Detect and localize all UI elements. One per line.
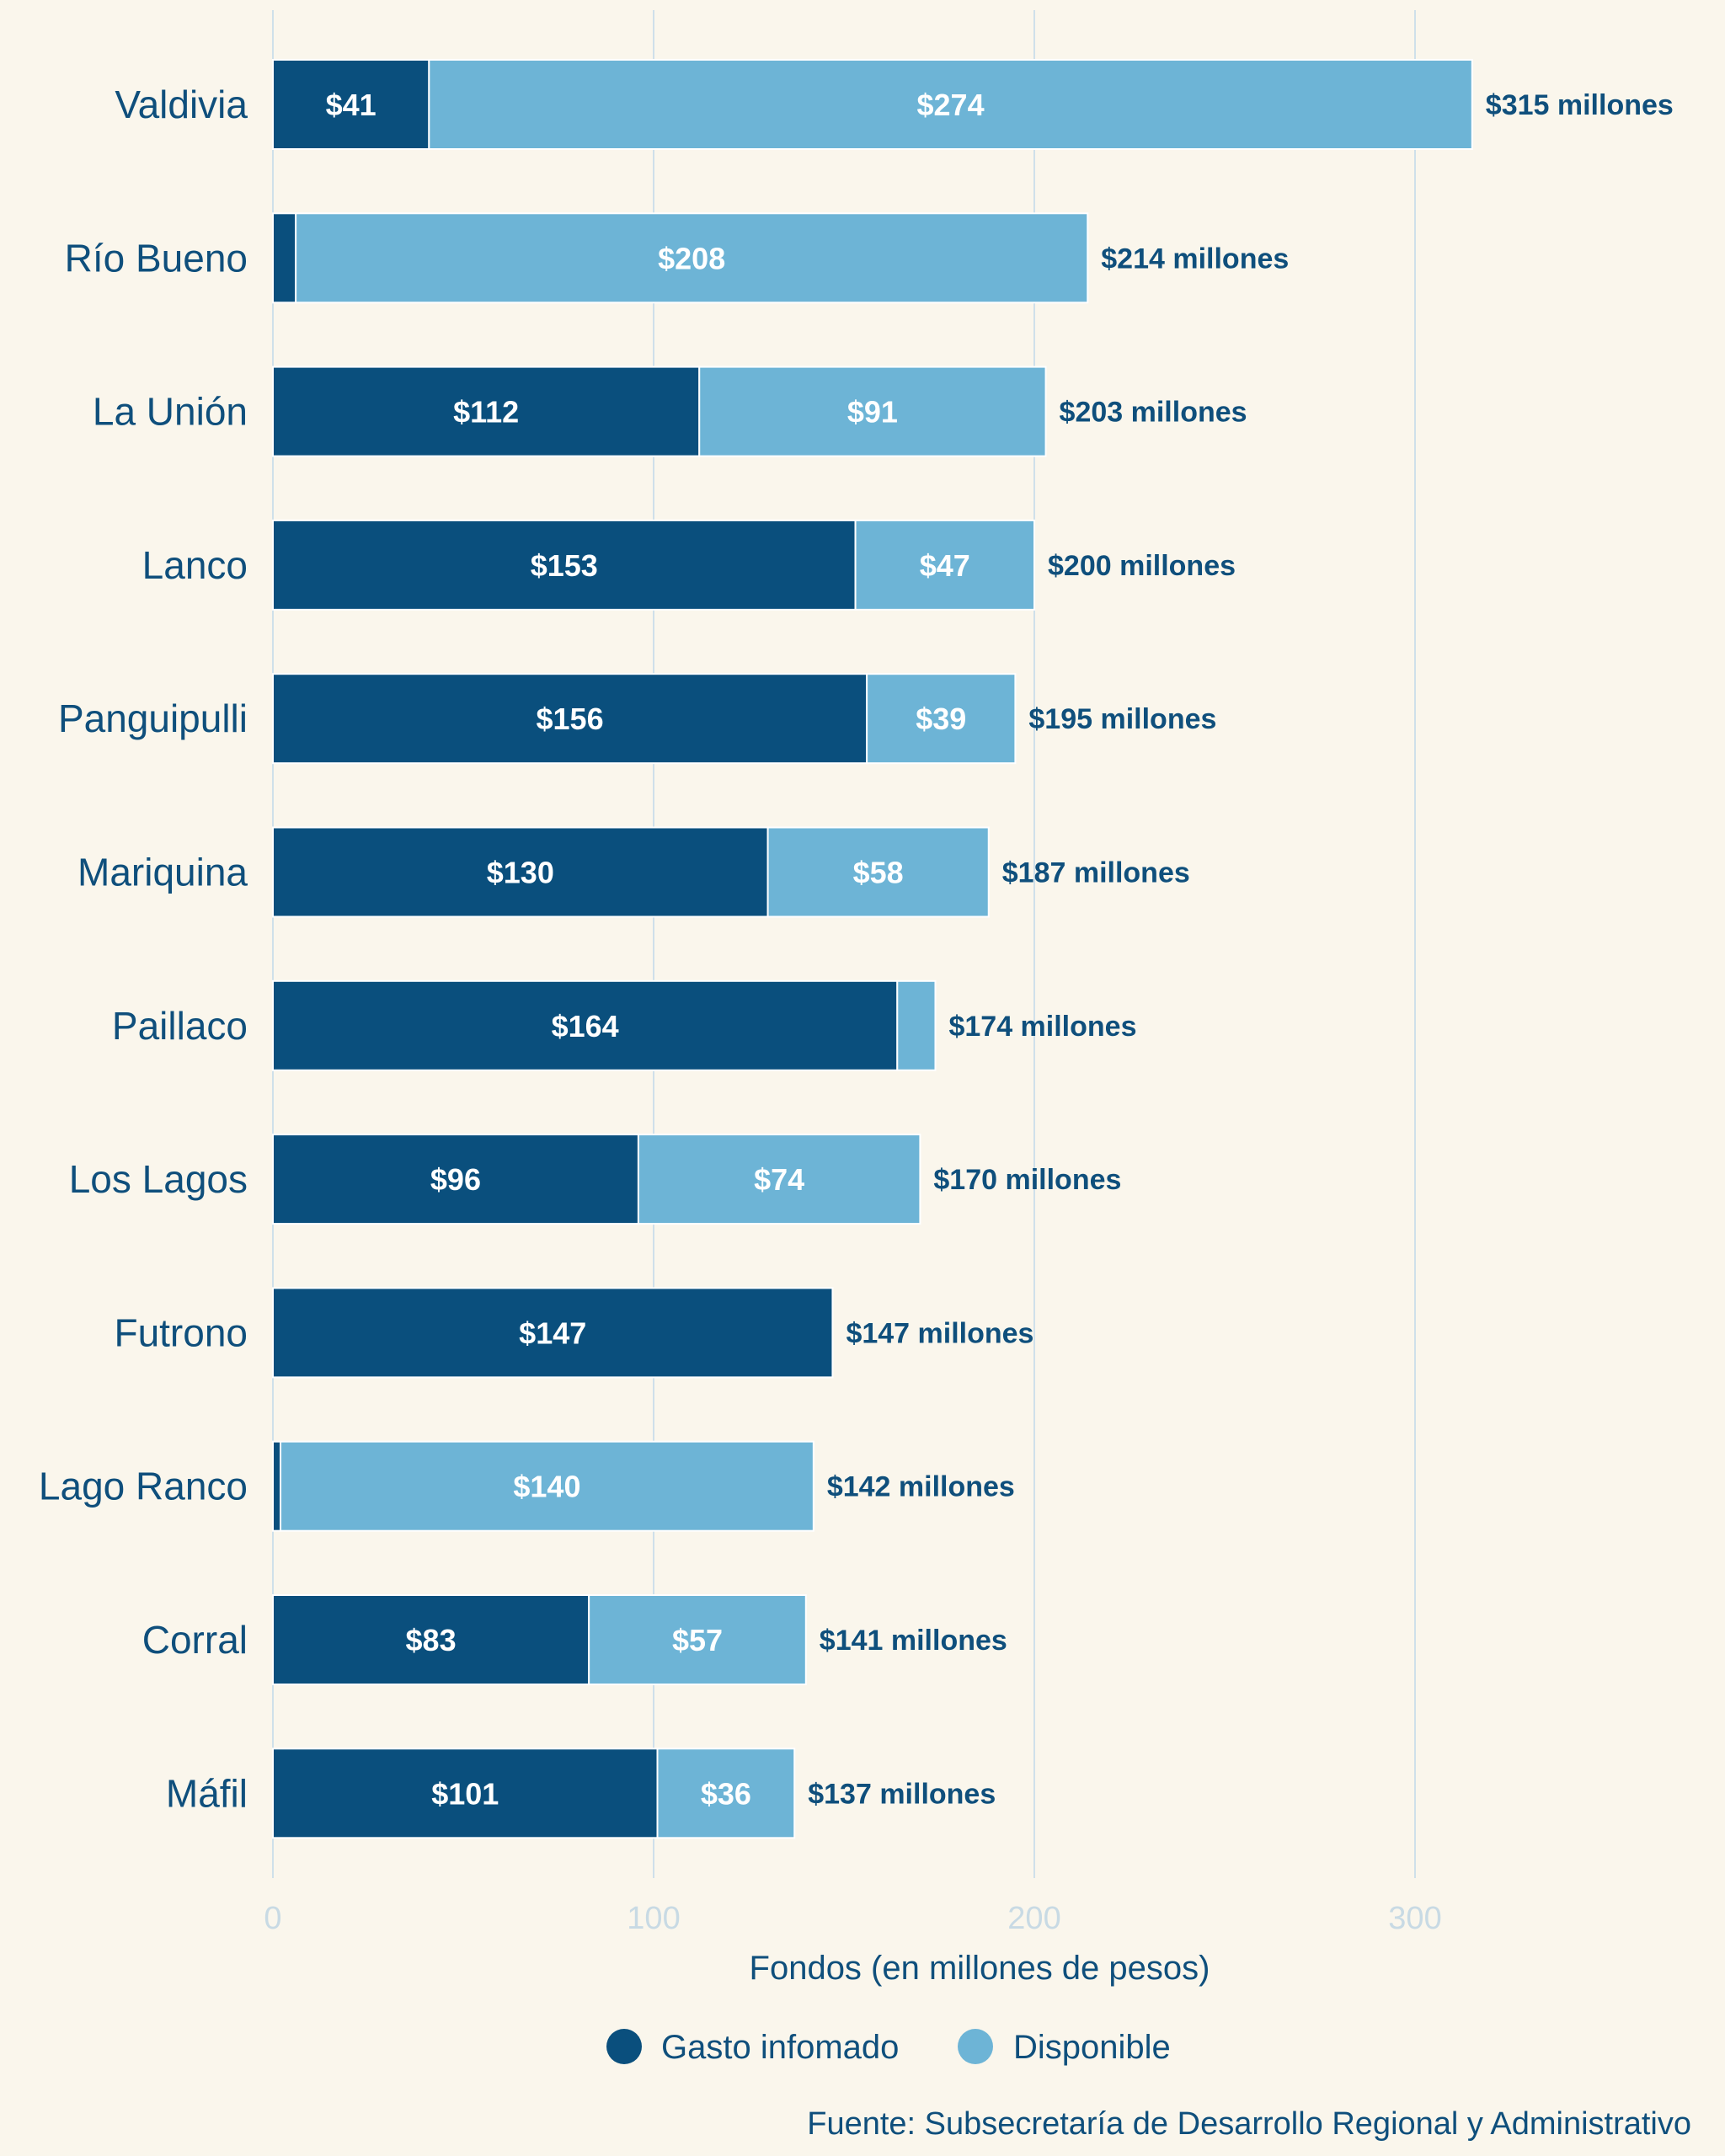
bar-segment-disponible — [766, 826, 990, 918]
category-label: La Unión — [93, 390, 248, 434]
segment-value-label: $153 — [531, 548, 598, 583]
legend: Gasto infomado Disponible — [606, 2029, 1171, 2066]
segment-value-label: $147 — [519, 1315, 586, 1350]
segment-value-label: $140 — [513, 1470, 580, 1504]
segment-value-label: $130 — [487, 856, 554, 890]
x-axis-ticks: 0 100 200 300 — [264, 1901, 1441, 1936]
bar-segment-gasto — [272, 519, 857, 611]
segment-value-label: $36 — [701, 1776, 751, 1811]
x-axis-title: Fondos (en millones de pesos) — [750, 1950, 1210, 1987]
segment-value-label: $74 — [754, 1162, 804, 1197]
category-label: Río Bueno — [65, 236, 248, 280]
bar-segment-disponible — [698, 366, 1047, 457]
bar-segment-disponible — [854, 519, 1035, 611]
bar-total-label: $200 millones — [1048, 550, 1236, 582]
segment-value-label: $91 — [847, 395, 898, 430]
category-labels: Valdivia Río Bueno La Unión Lanco Panguipull… — [39, 83, 248, 1815]
category-label: Lanco — [142, 543, 248, 587]
legend-label-gasto: Gasto infomado — [661, 2029, 899, 2066]
legend-swatch-gasto — [606, 2029, 642, 2064]
segment-value-label: $47 — [920, 548, 970, 583]
x-tick-label: 300 — [1388, 1901, 1441, 1936]
bar-segment-gasto — [272, 1287, 834, 1379]
bar-total-label: $195 millones — [1028, 703, 1216, 735]
segment-value-label: $83 — [406, 1623, 457, 1657]
bar-segment-gasto — [272, 1134, 639, 1225]
segment-value-label: $96 — [430, 1162, 481, 1197]
segment-value-label: $274 — [917, 88, 985, 122]
category-label: Mariquina — [77, 851, 248, 894]
segment-value-label: $156 — [537, 702, 604, 736]
category-label: Corral — [142, 1618, 248, 1662]
bars: $41 $274 $315 millones $208 $214 millones $11… — [272, 59, 1674, 1839]
segment-value-label: $112 — [453, 395, 519, 430]
bar-segment-gasto — [272, 212, 297, 304]
bar-total-label: $203 millones — [1060, 397, 1247, 429]
segment-value-label: $41 — [326, 88, 377, 122]
bar-total-label: $170 millones — [933, 1164, 1121, 1196]
segment-value-label: $57 — [672, 1623, 723, 1657]
bar-segment-gasto — [272, 59, 430, 150]
bar-total-label: $147 millones — [846, 1317, 1033, 1349]
bar-total-label: $214 millones — [1101, 243, 1289, 275]
bar-total-label: $141 millones — [820, 1625, 1007, 1657]
bar-segment-gasto — [272, 979, 899, 1071]
category-label: Paillaco — [112, 1004, 248, 1048]
category-label: Valdivia — [115, 83, 248, 126]
category-label: Panguipulli — [58, 696, 248, 740]
x-tick-label: 200 — [1007, 1901, 1060, 1936]
segment-value-label: $58 — [853, 856, 904, 890]
bar-segment-disponible — [588, 1594, 807, 1685]
segment-value-label: $39 — [916, 702, 966, 736]
legend-label-disponible: Disponible — [1013, 2029, 1171, 2066]
bar-segment-gasto — [272, 826, 769, 918]
bar-total-label: $142 millones — [827, 1471, 1015, 1503]
bar-segment-disponible — [896, 979, 937, 1071]
category-label: Futrono — [114, 1310, 248, 1354]
bar-segment-disponible — [295, 212, 1089, 304]
legend-swatch-disponible — [958, 2029, 993, 2064]
category-label: Lago Ranco — [39, 1465, 248, 1508]
source-note: Fuente: Subsecretaría de Desarrollo Regi… — [807, 2106, 1691, 2142]
category-label: Máfil — [166, 1771, 248, 1815]
segment-value-label: $208 — [658, 241, 725, 275]
bar-segment-gasto — [272, 366, 701, 457]
category-label: Los Lagos — [69, 1157, 248, 1201]
segment-value-label: $164 — [552, 1009, 619, 1043]
bar-total-label: $137 millones — [808, 1778, 996, 1810]
x-tick-label: 100 — [627, 1901, 680, 1936]
x-tick-label: 0 — [264, 1901, 281, 1936]
bar-total-label: $187 millones — [1002, 857, 1190, 889]
bar-segment-disponible — [428, 59, 1473, 150]
bar-total-label: $315 millones — [1486, 89, 1674, 121]
bar-segment-disponible — [637, 1134, 921, 1225]
bar-segment-disponible — [656, 1748, 796, 1839]
segment-value-label: $101 — [431, 1776, 499, 1811]
gridlines — [272, 10, 1416, 1878]
bar-total-label: $174 millones — [948, 1011, 1136, 1043]
bar-segment-disponible — [866, 673, 1017, 765]
bar-segment-gasto — [272, 1748, 659, 1839]
bar-segment-gasto — [272, 1440, 282, 1532]
bar-segment-disponible — [280, 1440, 814, 1532]
